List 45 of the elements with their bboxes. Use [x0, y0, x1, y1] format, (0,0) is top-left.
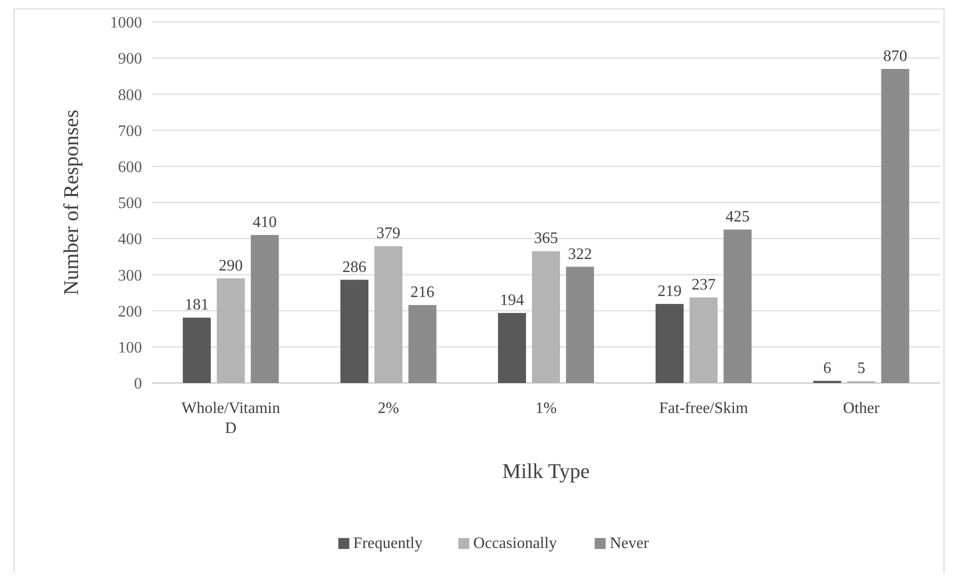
bar	[656, 304, 684, 383]
y-tick-label: 600	[118, 159, 142, 176]
y-tick-label: 700	[118, 122, 142, 140]
y-tick-label: 300	[118, 267, 142, 284]
bar	[250, 234, 279, 383]
bar	[881, 68, 910, 383]
data-label: 219	[658, 282, 682, 300]
y-tick-label: 500	[118, 195, 142, 212]
y-tick-label: 100	[118, 340, 142, 356]
bar	[182, 318, 211, 383]
data-label: 181	[184, 296, 209, 314]
legend-label: Never	[610, 535, 650, 552]
bar	[498, 312, 526, 383]
bar	[408, 305, 436, 383]
data-label: 6	[823, 360, 832, 377]
x-tick-label: Other	[842, 400, 880, 417]
x-axis-title: Milk Type	[502, 459, 590, 483]
data-label: 425	[726, 208, 750, 226]
x-tick-label: Fat-free/Skim	[659, 400, 749, 417]
y-tick-label: 900	[118, 50, 142, 68]
bar	[340, 280, 368, 383]
x-tick-label: 2%	[378, 400, 400, 417]
data-label: 410	[252, 214, 277, 231]
x-tick-label: Whole/Vitamin D	[182, 400, 280, 437]
y-tick-label: 800	[118, 86, 142, 104]
y-axis-title: Number of Responses	[59, 110, 83, 296]
bar	[724, 230, 752, 383]
y-tick-label: 200	[118, 303, 142, 320]
data-label: 365	[534, 230, 558, 248]
y-tick-label: 400	[118, 231, 142, 248]
data-label: 216	[410, 284, 434, 302]
data-label: 290	[218, 257, 243, 274]
data-label: 237	[692, 276, 716, 294]
legend-label: Occasionally	[473, 535, 557, 552]
x-tick-label: 1%	[535, 400, 557, 417]
legend-label: Frequently	[353, 535, 423, 552]
data-label: 870	[883, 48, 908, 65]
data-label: 194	[500, 292, 524, 309]
y-tick-label: 0	[134, 376, 142, 393]
bar	[566, 266, 594, 383]
data-label: 5	[857, 360, 866, 378]
data-label: 286	[342, 258, 366, 276]
data-label: 322	[568, 246, 592, 263]
y-tick-label: 1000	[110, 14, 142, 32]
data-label: 379	[376, 225, 400, 242]
